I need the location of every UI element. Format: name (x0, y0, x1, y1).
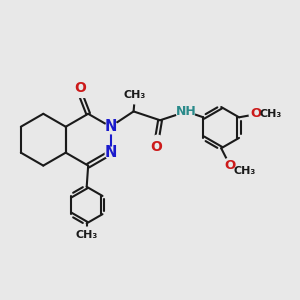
Text: O: O (151, 140, 163, 154)
Text: CH₃: CH₃ (76, 230, 98, 239)
Text: O: O (74, 81, 86, 94)
Text: CH₃: CH₃ (124, 90, 146, 100)
Text: N: N (104, 145, 117, 160)
Text: CH₃: CH₃ (260, 109, 282, 119)
Text: NH: NH (176, 105, 197, 118)
Text: CH₃: CH₃ (233, 166, 255, 176)
Text: N: N (104, 119, 117, 134)
Text: O: O (224, 158, 236, 172)
Text: O: O (250, 107, 262, 120)
